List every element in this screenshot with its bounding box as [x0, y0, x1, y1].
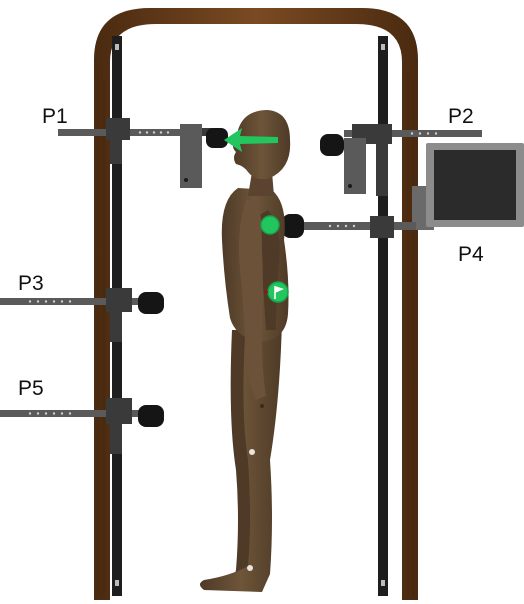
mannequin	[200, 110, 291, 592]
bracket-p4	[282, 214, 416, 238]
label-p2: P2	[448, 105, 474, 128]
bracket-p5	[0, 398, 164, 454]
bracket-p2	[320, 124, 482, 196]
frame-grain	[97, 70, 414, 596]
hip-flag-marker	[264, 281, 289, 303]
shoulder-dot-marker	[260, 215, 280, 235]
label-p1: P1	[42, 105, 68, 128]
bracket-p3	[0, 288, 164, 342]
monitor-p4	[412, 143, 524, 230]
label-p5: P5	[18, 377, 44, 400]
label-p3: P3	[18, 272, 44, 295]
wooden-frame	[94, 8, 418, 600]
label-p4: P4	[458, 243, 484, 266]
right-rail	[378, 36, 388, 596]
bracket-p1	[58, 118, 228, 188]
head-arrow-marker	[224, 128, 278, 152]
